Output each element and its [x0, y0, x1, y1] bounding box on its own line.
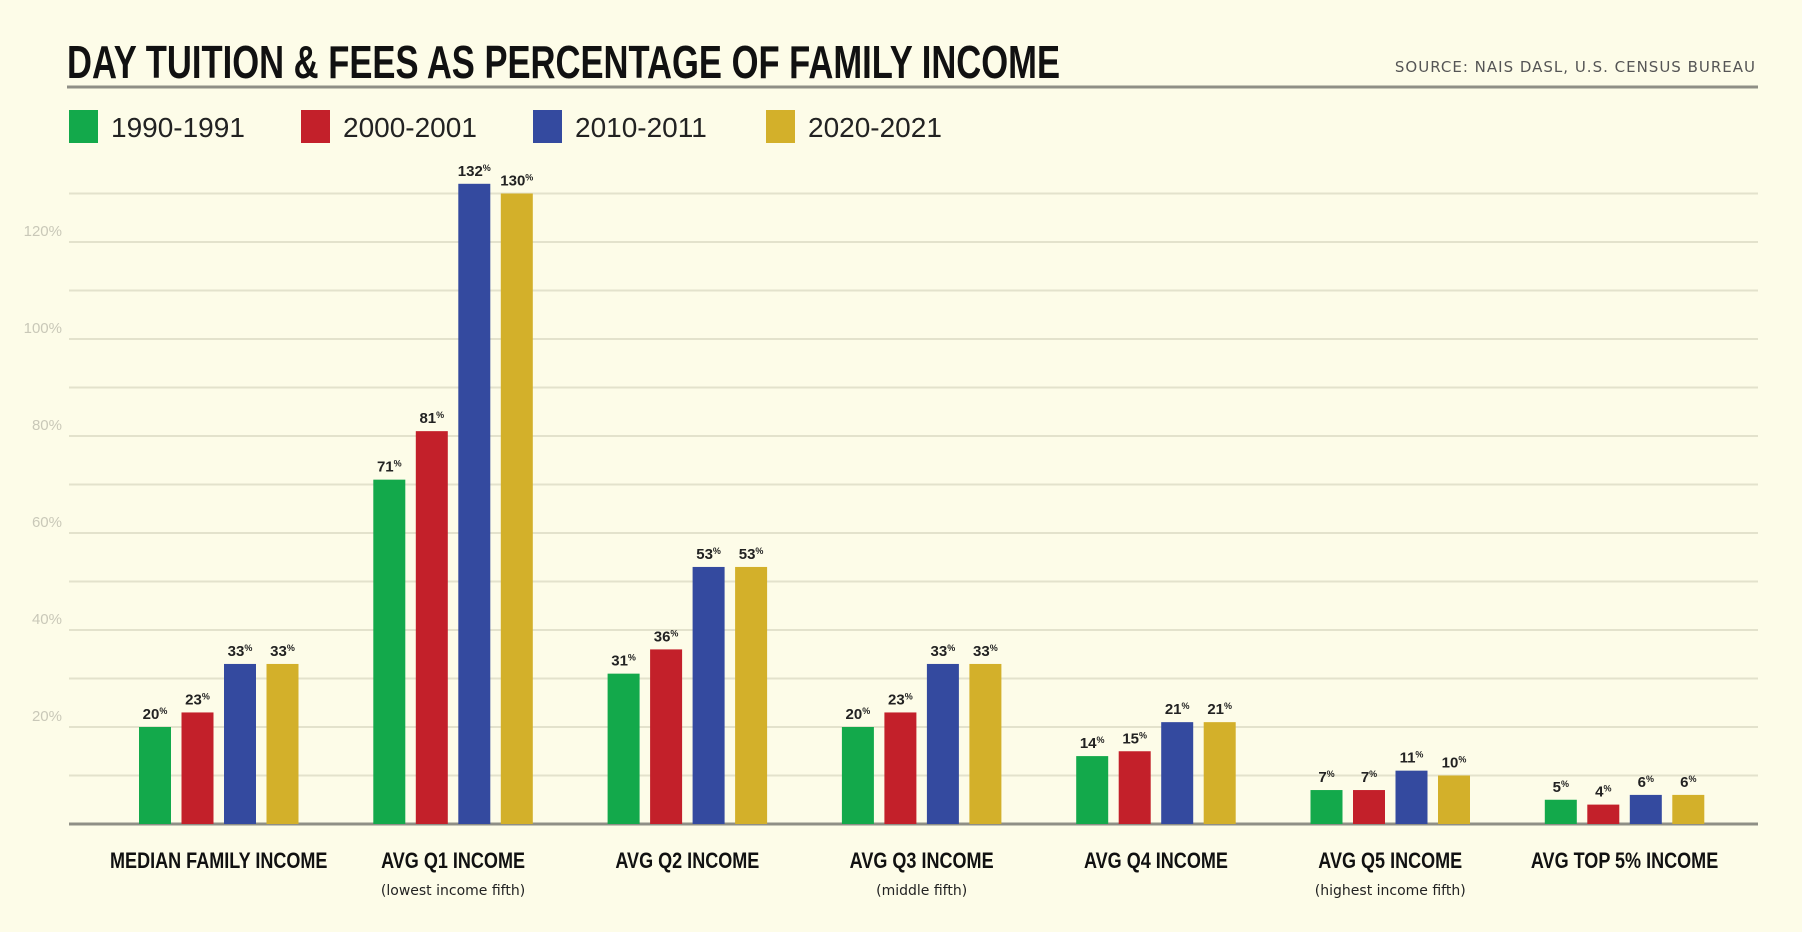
y-tick-label: 60% [32, 514, 62, 531]
y-tick-label: 80% [32, 417, 62, 434]
category-sublabel: (highest income fifth) [1315, 883, 1466, 899]
bar [692, 566, 725, 824]
value-label: 7% [1361, 769, 1377, 786]
bar [1118, 751, 1151, 824]
value-label: 33% [973, 643, 998, 660]
value-label: 21% [1165, 701, 1190, 718]
bar [181, 712, 214, 824]
bar [373, 479, 406, 824]
bar [1161, 722, 1194, 824]
value-label: 6% [1680, 774, 1696, 791]
value-label: 33% [931, 643, 956, 660]
bar [1395, 770, 1428, 824]
legend-label: 1990-1991 [111, 112, 245, 143]
value-label: 71% [377, 459, 402, 476]
value-label: 33% [270, 643, 295, 660]
value-label: 5% [1553, 779, 1569, 796]
category-label: AVG TOP 5% INCOME [1531, 849, 1718, 873]
value-label: 20% [143, 706, 168, 723]
legend-label: 2000-2001 [343, 112, 477, 143]
y-axis-ticks: 20% 40% 60% 80% 100% 120% [24, 223, 62, 725]
value-label: 130% [500, 173, 533, 190]
y-tick-label: 100% [24, 320, 62, 337]
bar [139, 727, 171, 824]
bar [1672, 794, 1705, 824]
category-labels: MEDIAN FAMILY INCOME AVG Q1 INCOME (lowest… [110, 849, 1718, 899]
category-label: AVG Q5 INCOME [1318, 849, 1462, 873]
bar [1353, 790, 1385, 824]
value-label: 4% [1595, 784, 1611, 801]
category-label: AVG Q3 INCOME [850, 849, 994, 873]
bar [926, 663, 959, 824]
value-label: 15% [1122, 730, 1147, 747]
value-label: 6% [1638, 774, 1654, 791]
value-label: 81% [419, 410, 444, 427]
bar [224, 663, 256, 824]
category-label: AVG Q2 INCOME [615, 849, 759, 873]
y-tick-label: 20% [32, 708, 62, 725]
chart-source: SOURCE: NAIS DASL, U.S. CENSUS BUREAU [1395, 58, 1756, 76]
category-label: AVG Q4 INCOME [1084, 849, 1228, 873]
bar [1310, 790, 1343, 824]
y-tick-label: 40% [32, 611, 62, 628]
value-label: 10% [1442, 755, 1467, 772]
value-label: 7% [1318, 769, 1334, 786]
bar [500, 193, 533, 824]
bar [458, 183, 491, 825]
bars: 20% 23% 33% 33% 71% 81% 132% 130% 31% 36% 53% 53% 20… [139, 163, 1705, 825]
value-label: 36% [654, 628, 679, 645]
bar [884, 712, 917, 824]
legend-label: 2020-2021 [808, 112, 942, 143]
bar [841, 727, 874, 824]
bar [650, 649, 683, 824]
legend-swatch [301, 110, 330, 143]
value-label: 33% [228, 643, 253, 660]
bar [1203, 722, 1236, 824]
bar [1629, 794, 1662, 824]
value-label: 31% [611, 653, 636, 670]
value-label: 53% [739, 546, 764, 563]
bar [1076, 756, 1109, 824]
bar [969, 663, 1002, 824]
bar [1544, 799, 1577, 824]
value-label: 132% [458, 163, 491, 180]
category-label: MEDIAN FAMILY INCOME [110, 849, 327, 873]
category-sublabel: (lowest income fifth) [381, 883, 525, 899]
bar [1438, 775, 1470, 824]
y-tick-label: 120% [24, 223, 62, 240]
legend-swatch [766, 110, 795, 143]
bar [607, 673, 640, 824]
category-sublabel: (middle fifth) [876, 883, 967, 899]
legend-label: 2010-2011 [575, 112, 707, 143]
legend-swatch [69, 110, 98, 143]
value-label: 11% [1400, 750, 1424, 767]
chart-title: DAY TUITION & FEES AS PERCENTAGE OF FAMI… [67, 36, 1060, 88]
bar [1587, 804, 1620, 824]
category-label: AVG Q1 INCOME [381, 849, 525, 873]
value-label: 20% [846, 706, 871, 723]
bar [415, 431, 448, 824]
gridlines [69, 192, 1758, 826]
value-label: 14% [1080, 735, 1105, 752]
value-label: 21% [1207, 701, 1232, 718]
value-label: 53% [696, 546, 721, 563]
bar [735, 566, 768, 824]
value-label: 23% [888, 691, 913, 708]
value-label: 23% [185, 691, 210, 708]
legend: 1990-1991 2000-2001 2010-2011 2020-2021 [69, 110, 942, 143]
legend-swatch [533, 110, 562, 143]
bar [266, 663, 299, 824]
